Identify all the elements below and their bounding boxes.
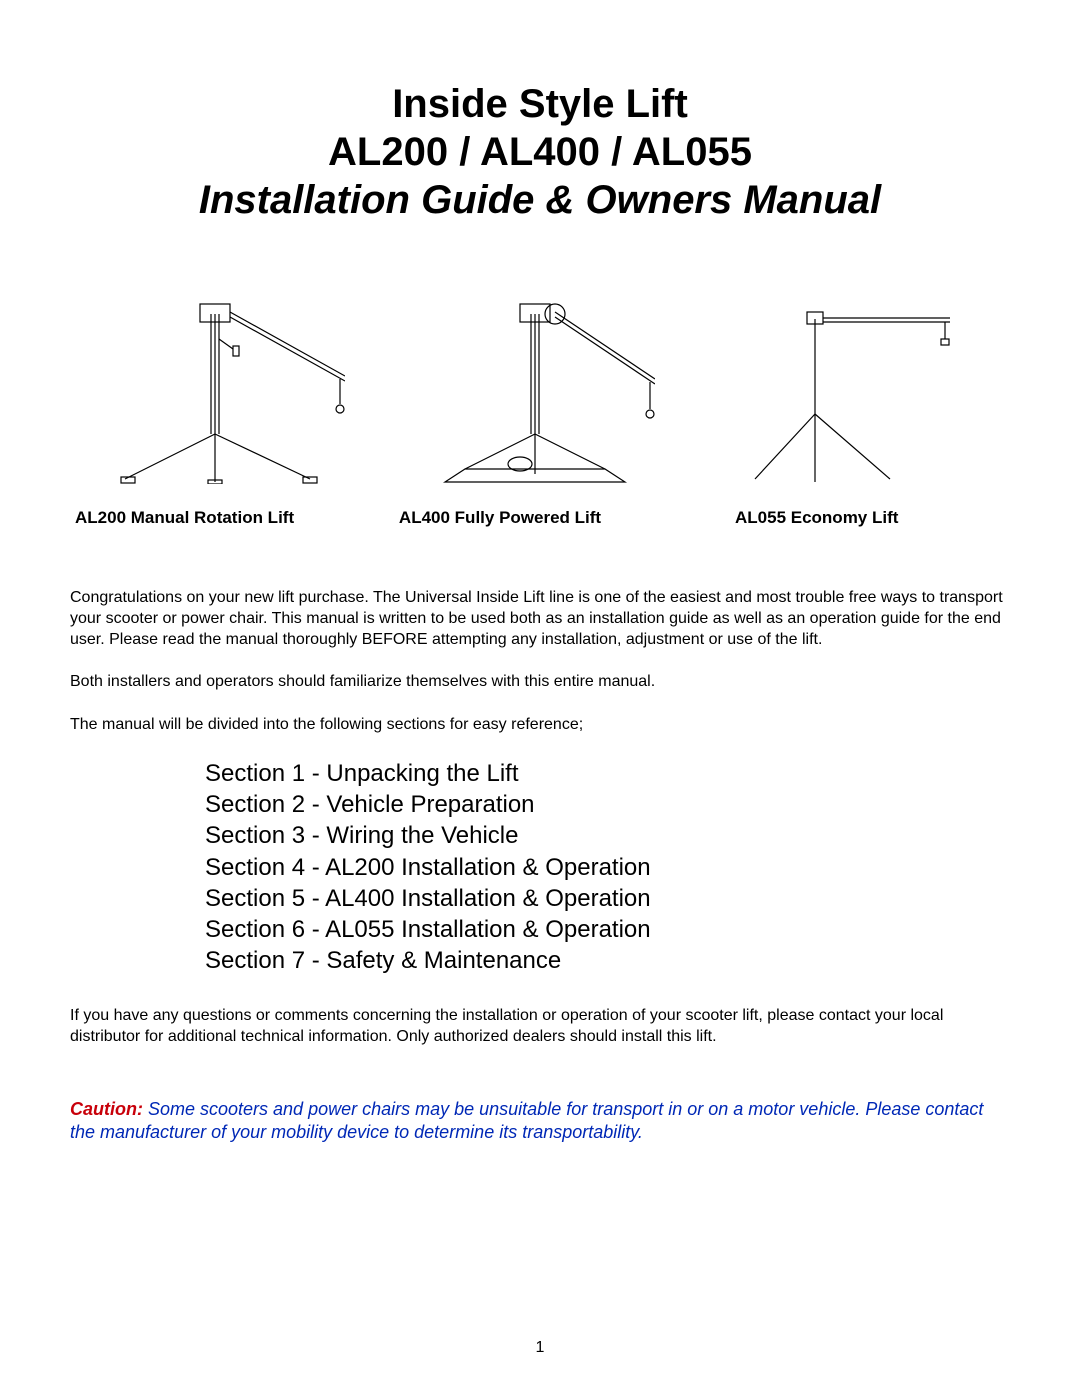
page-number: 1 <box>0 1339 1080 1357</box>
caution-text: Some scooters and power chairs may be un… <box>70 1099 983 1142</box>
section-item-3: Section 3 - Wiring the Vehicle <box>205 820 1010 851</box>
lift-illustration-al200-icon <box>115 284 345 484</box>
section-item-6: Section 6 - AL055 Installation & Operati… <box>205 914 1010 945</box>
caption-al200: AL200 Manual Rotation Lift <box>75 508 345 528</box>
section-item-5: Section 5 - AL400 Installation & Operati… <box>205 883 1010 914</box>
title-line-2: AL200 / AL400 / AL055 <box>70 128 1010 176</box>
section-item-2: Section 2 - Vehicle Preparation <box>205 789 1010 820</box>
caption-al400: AL400 Fully Powered Lift <box>345 508 635 528</box>
closing-paragraph: If you have any questions or comments co… <box>70 1006 1010 1048</box>
title-line-3: Installation Guide & Owners Manual <box>70 176 1010 224</box>
intro-paragraph-1: Congratulations on your new lift purchas… <box>70 588 1010 650</box>
document-page: Inside Style Lift AL200 / AL400 / AL055 … <box>0 0 1080 1397</box>
intro-paragraph-3: The manual will be divided into the foll… <box>70 715 1010 736</box>
caption-al055: AL055 Economy Lift <box>635 508 1005 528</box>
captions-row: AL200 Manual Rotation Lift AL400 Fully P… <box>70 508 1010 528</box>
figure-al400 <box>385 284 695 484</box>
sections-list: Section 1 - Unpacking the Lift Section 2… <box>205 758 1010 976</box>
section-item-1: Section 1 - Unpacking the Lift <box>205 758 1010 789</box>
figure-al055 <box>695 284 1005 484</box>
figures-row <box>70 284 1010 484</box>
title-block: Inside Style Lift AL200 / AL400 / AL055 … <box>70 80 1010 224</box>
title-line-1: Inside Style Lift <box>70 80 1010 128</box>
figure-al200 <box>75 284 385 484</box>
section-item-7: Section 7 - Safety & Maintenance <box>205 945 1010 976</box>
caution-label: Caution: <box>70 1099 143 1119</box>
lift-illustration-al055-icon <box>735 284 965 484</box>
caution-block: Caution: Some scooters and power chairs … <box>70 1098 1010 1145</box>
intro-paragraph-2: Both installers and operators should fam… <box>70 672 1010 693</box>
lift-illustration-al400-icon <box>425 284 655 484</box>
section-item-4: Section 4 - AL200 Installation & Operati… <box>205 852 1010 883</box>
